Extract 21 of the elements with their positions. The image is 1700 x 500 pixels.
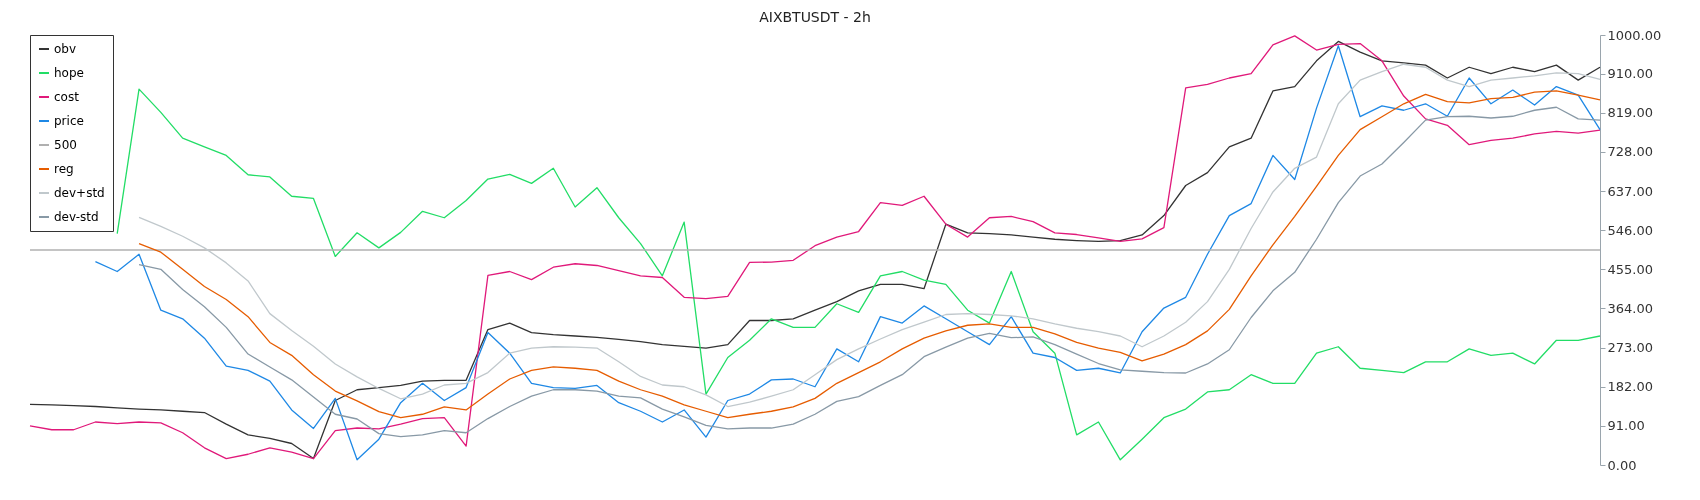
y-tick-label: 910.00 bbox=[1607, 66, 1653, 82]
legend-label: reg bbox=[54, 162, 74, 176]
legend-label: price bbox=[54, 114, 84, 128]
y-tick-label: 546.00 bbox=[1607, 222, 1653, 238]
chart-title: AIXBTUSDT - 2h bbox=[759, 9, 871, 25]
y-tick-label: 819.00 bbox=[1607, 105, 1653, 121]
legend-label: cost bbox=[54, 90, 80, 104]
y-tick-label: 91.00 bbox=[1607, 418, 1645, 434]
y-tick-label: 455.00 bbox=[1607, 261, 1653, 277]
y-tick-label: 182.00 bbox=[1607, 379, 1653, 395]
y-tick-label: 273.00 bbox=[1607, 340, 1653, 356]
legend-label: obv bbox=[54, 42, 77, 56]
y-tick-label: 637.00 bbox=[1607, 183, 1653, 199]
legend-label: dev+std bbox=[54, 186, 105, 200]
y-tick-label: 0.00 bbox=[1607, 457, 1637, 473]
legend-label: 500 bbox=[54, 138, 77, 152]
legend-label: dev-std bbox=[54, 210, 99, 224]
legend-label: hope bbox=[54, 66, 84, 80]
y-tick-label: 364.00 bbox=[1607, 300, 1653, 316]
y-tick-label: 1000.00 bbox=[1607, 27, 1662, 43]
y-tick-label: 728.00 bbox=[1607, 144, 1653, 160]
